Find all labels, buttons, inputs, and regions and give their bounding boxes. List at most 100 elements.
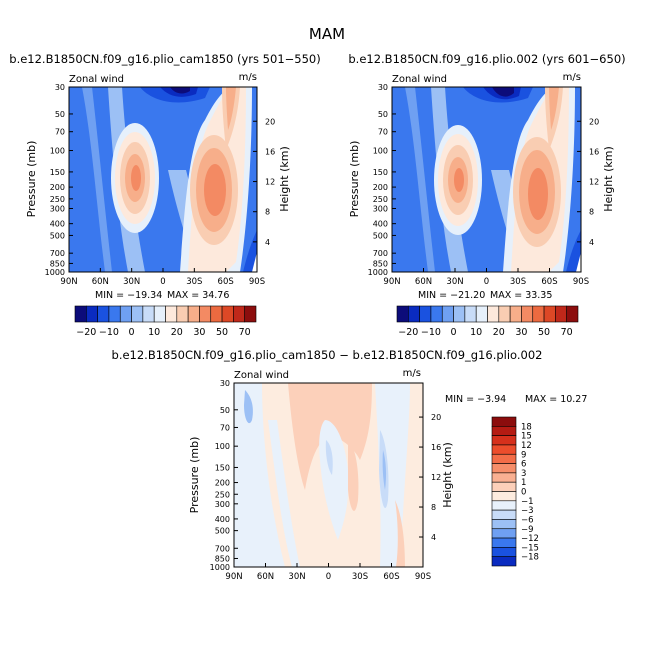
panel-b-y-tick-label: 100 (373, 147, 388, 156)
panel-a-left-label: Zonal wind (69, 74, 124, 85)
panel-a-colorbar-swatch (142, 305, 155, 323)
panel-c: b.e12.B1850CN.f09_g16.plio_cam1850 − b.e… (112, 348, 588, 582)
panel-a-units: m/s (239, 72, 257, 83)
panel-b-colorbar-swatch (396, 305, 409, 323)
panel-b-x-tick-label: 90N (383, 277, 400, 287)
panel-c-colorbar-label: −3 (521, 506, 534, 516)
panel-b-y2-tick-label: 16 (589, 147, 599, 156)
panel-b-x-tick-label: 0 (484, 277, 489, 287)
panel-a-y2-tick-label: 12 (265, 178, 275, 187)
panel-c-min: MIN = −3.94 (445, 394, 506, 405)
panel-a-colorbar-swatch (187, 305, 200, 323)
panel-b-field (392, 87, 581, 272)
panel-b-y-tick-label: 500 (373, 231, 388, 240)
panel-c-y2label: Height (km) (441, 442, 454, 508)
panel-a-y-tick-label: 700 (50, 249, 65, 258)
panel-c-colorbar-swatch (491, 426, 517, 436)
panel-a-y-tick-label: 200 (50, 183, 65, 192)
panel-c-title: b.e12.B1850CN.f09_g16.plio_cam1850 − b.e… (112, 348, 543, 362)
panel-b-colorbar-swatch (509, 305, 522, 323)
panel-c-y-tick-label: 850 (215, 554, 230, 563)
panel-c-colorbar-label: −12 (521, 534, 539, 544)
panel-a-max: MAX = 34.76 (167, 290, 229, 301)
panel-a-colorbar-label: 50 (216, 327, 228, 338)
panel-a-x-tick-label: 60S (218, 277, 234, 287)
panel-c-colorbar-label: 18 (521, 422, 532, 432)
panel-c-colorbar-swatch (491, 509, 517, 520)
panel-c-y-tick-label: 150 (215, 463, 230, 472)
panel-b-colorbar-label: −10 (421, 327, 441, 338)
panel-b-colorbar-label: 50 (538, 327, 550, 338)
panel-a-colorbar-label: −20 (76, 327, 96, 338)
panel-b-colorbar-swatch (408, 305, 420, 323)
panel-a-colorbar-swatch (165, 305, 178, 323)
panel-b-y-tick-label: 200 (373, 183, 388, 192)
panel-a-y-tick-label: 500 (50, 231, 65, 240)
panel-b-colorbar-label: −20 (398, 327, 418, 338)
panel-b-y-tick-label: 150 (373, 168, 388, 177)
panel-c-colorbar-label: 6 (521, 460, 526, 470)
panel-c-colorbar-swatch (491, 416, 517, 427)
panel-a-y2-tick-label: 8 (265, 208, 270, 217)
panel-c-y-tick-label: 100 (215, 442, 230, 451)
panel-a-colorbar-label: 0 (129, 327, 135, 338)
panel-c-colorbar-label: 1 (521, 478, 526, 488)
panel-c-x-tick-label: 30S (352, 572, 368, 582)
panel-b-x-tick-label: 60N (415, 277, 432, 287)
panel-a-ylabel: Pressure (mb) (25, 141, 38, 218)
panel-b-x-tick-label: 90S (573, 277, 589, 287)
panel-b-y-tick-label: 300 (373, 204, 388, 213)
panel-c-units: m/s (403, 368, 421, 379)
panel-c-y-tick-label: 50 (220, 406, 230, 415)
panel-b-y-tick-label: 250 (373, 195, 388, 204)
panel-a-colorbar-label: 30 (193, 327, 205, 338)
panel-a-min: MIN = −19.34 (95, 290, 162, 301)
panel-a-y-tick-label: 300 (50, 204, 65, 213)
panel-a-colorbar-label: 20 (171, 327, 183, 338)
panel-c-y-tick-label: 30 (220, 379, 230, 388)
panel-b-colorbar-swatch (464, 305, 477, 323)
panel-b-colorbar-swatch (566, 305, 579, 323)
panel-c-y2-tick-label: 16 (431, 443, 441, 452)
panel-c-colorbar-swatch (491, 453, 517, 464)
panel-b-y-tick-label: 700 (373, 249, 388, 258)
panel-c-max: MAX = 10.27 (525, 394, 587, 405)
panel-c-colorbar-swatch (491, 472, 517, 483)
panel-b-y-tick-label: 50 (378, 110, 388, 119)
panel-b-ylabel: Pressure (mb) (348, 141, 361, 218)
panel-b-min: MIN = −21.20 (418, 290, 485, 301)
panel-c-ylabel: Pressure (mb) (188, 437, 201, 514)
panel-b-units: m/s (563, 72, 581, 83)
panel-c-colorbar-label: 15 (521, 432, 532, 442)
panel-c-colorbar-swatch (491, 491, 517, 502)
panel-b-y2-tick-label: 8 (589, 208, 594, 217)
panel-c-colorbar-swatch (491, 519, 517, 530)
panel-a-colorbar-label: 10 (148, 327, 160, 338)
panel-c-colorbar-label: −6 (521, 515, 534, 525)
panel-a-y-tick-label: 30 (55, 83, 65, 92)
panel-c-left-label: Zonal wind (234, 370, 289, 381)
panel-b-y2-tick-label: 12 (589, 178, 599, 187)
panel-a-colorbar-swatch (244, 305, 257, 323)
panel-a-colorbar-swatch (153, 305, 166, 323)
panel-a-x-tick-label: 90N (60, 277, 77, 287)
panel-c-y-tick-label: 700 (215, 544, 230, 553)
panel-b-x-tick-label: 60S (541, 277, 557, 287)
figure-title: MAM (309, 25, 345, 43)
panel-b-colorbar-swatch (419, 305, 432, 323)
panel-b-y2label: Height (km) (602, 146, 615, 212)
panel-b-x-tick-label: 30N (446, 277, 463, 287)
panel-c-colorbar-label: 9 (521, 450, 526, 460)
panel-b-colorbar-swatch (555, 305, 567, 323)
panel-c-colorbar-swatch (491, 481, 517, 492)
panel-c-x-tick-label: 90N (225, 572, 242, 582)
panel-c-y2-tick-label: 20 (431, 413, 441, 422)
panel-c-y2-tick-label: 8 (431, 503, 436, 512)
panel-c-field (234, 383, 423, 567)
panel-a-y-tick-label: 250 (50, 195, 65, 204)
panel-a-colorbar-swatch (233, 305, 245, 323)
panel-c-y-tick-label: 500 (215, 527, 230, 536)
panel-a-field (69, 87, 257, 272)
panel-b-colorbar-swatch (532, 305, 545, 323)
panel-c-y2-tick-label: 12 (431, 473, 441, 482)
